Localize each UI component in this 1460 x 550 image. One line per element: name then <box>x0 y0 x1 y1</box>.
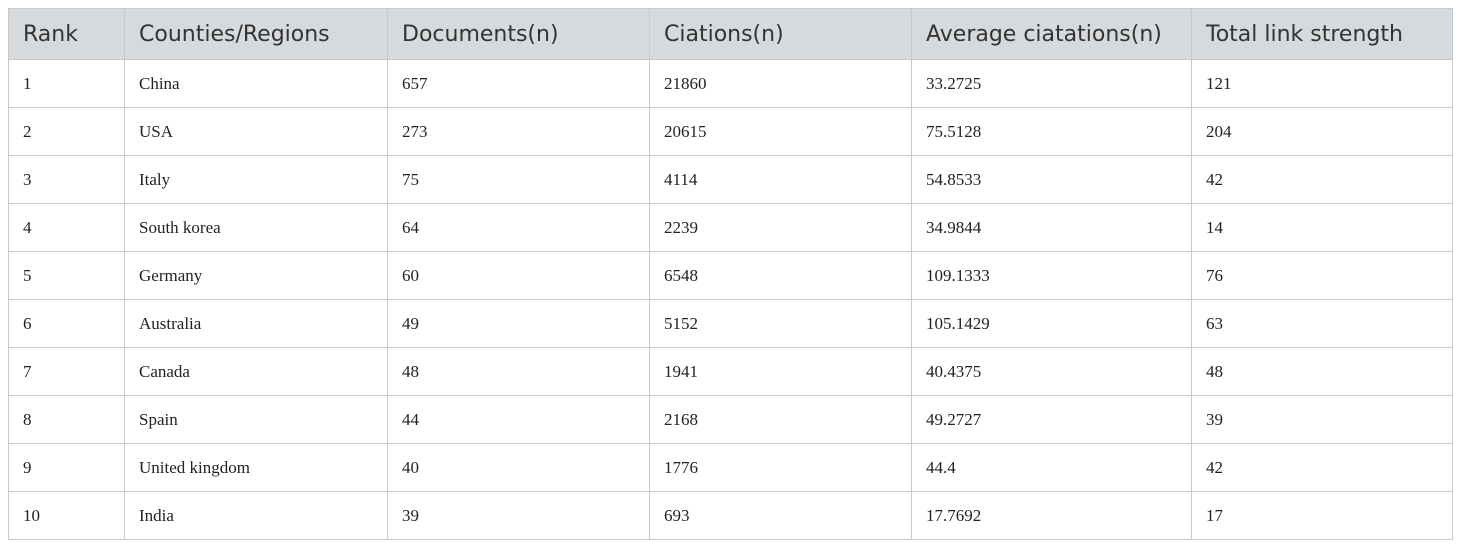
table-cell: 49 <box>387 299 650 348</box>
table-row: 3 Italy 75 4114 54.8533 42 <box>8 155 1453 204</box>
table-cell: 39 <box>1191 395 1453 444</box>
header-row: Rank Counties/Regions Documents(n) Ciations… <box>8 8 1453 60</box>
table-cell: 54.8533 <box>911 155 1192 204</box>
table-cell: 6 <box>8 299 125 348</box>
table-cell: 33.2725 <box>911 59 1192 108</box>
table-cell: 1776 <box>649 443 912 492</box>
table-cell: 2239 <box>649 203 912 252</box>
table-cell: 6548 <box>649 251 912 300</box>
table-cell: 76 <box>1191 251 1453 300</box>
table-cell: 7 <box>8 347 125 396</box>
column-header: Ciations(n) <box>649 8 912 60</box>
column-header: Rank <box>8 8 125 60</box>
table-cell: 42 <box>1191 443 1453 492</box>
table-cell: 40 <box>387 443 650 492</box>
table-cell: 121 <box>1191 59 1453 108</box>
column-header: Counties/Regions <box>124 8 388 60</box>
table-cell: 10 <box>8 491 125 540</box>
table-cell: 17.7692 <box>911 491 1192 540</box>
table-cell: 21860 <box>649 59 912 108</box>
table-cell: Germany <box>124 251 388 300</box>
table-row: 9 United kingdom 40 1776 44.4 42 <box>8 443 1453 492</box>
table-row: 6 Australia 49 5152 105.1429 63 <box>8 299 1453 348</box>
table-cell: Australia <box>124 299 388 348</box>
table-cell: 63 <box>1191 299 1453 348</box>
table-cell: 34.9844 <box>911 203 1192 252</box>
table: Rank Counties/Regions Documents(n) Ciations… <box>8 8 1453 540</box>
table-cell: 75.5128 <box>911 107 1192 156</box>
table-cell: 1 <box>8 59 125 108</box>
table-cell: 3 <box>8 155 125 204</box>
table-cell: 1941 <box>649 347 912 396</box>
table-cell: 8 <box>8 395 125 444</box>
column-header: Documents(n) <box>387 8 650 60</box>
table-cell: 14 <box>1191 203 1453 252</box>
table-cell: 44.4 <box>911 443 1192 492</box>
table-body: 1 China 657 21860 33.2725 121 2 USA 273 20615 75.5… <box>8 59 1453 540</box>
column-header: Total link strength <box>1191 8 1453 60</box>
table-cell: 42 <box>1191 155 1453 204</box>
table-cell: Italy <box>124 155 388 204</box>
table-cell: 5152 <box>649 299 912 348</box>
table-cell: 693 <box>649 491 912 540</box>
table-cell: Spain <box>124 395 388 444</box>
table-cell: 2168 <box>649 395 912 444</box>
table-cell: 40.4375 <box>911 347 1192 396</box>
table-cell: 5 <box>8 251 125 300</box>
table-cell: Canada <box>124 347 388 396</box>
table-cell: 44 <box>387 395 650 444</box>
table-row: 4 South korea 64 2239 34.9844 14 <box>8 203 1453 252</box>
table-cell: 4 <box>8 203 125 252</box>
table-cell: USA <box>124 107 388 156</box>
table-cell: 39 <box>387 491 650 540</box>
table-row: 2 USA 273 20615 75.5128 204 <box>8 107 1453 156</box>
table-cell: South korea <box>124 203 388 252</box>
table-row: 8 Spain 44 2168 49.2727 39 <box>8 395 1453 444</box>
table-row: 5 Germany 60 6548 109.1333 76 <box>8 251 1453 300</box>
table-cell: 48 <box>1191 347 1453 396</box>
table-cell: 64 <box>387 203 650 252</box>
table-row: 7 Canada 48 1941 40.4375 48 <box>8 347 1453 396</box>
column-header: Average ciatations(n) <box>911 8 1192 60</box>
table-cell: 48 <box>387 347 650 396</box>
table-cell: China <box>124 59 388 108</box>
table-row: 10 India 39 693 17.7692 17 <box>8 491 1453 540</box>
table-cell: 204 <box>1191 107 1453 156</box>
table-cell: United kingdom <box>124 443 388 492</box>
table-cell: 49.2727 <box>911 395 1192 444</box>
table-cell: 657 <box>387 59 650 108</box>
table-cell: India <box>124 491 388 540</box>
table-row: 1 China 657 21860 33.2725 121 <box>8 59 1453 108</box>
table-cell: 4114 <box>649 155 912 204</box>
table-container: Rank Counties/Regions Documents(n) Ciations… <box>8 8 1453 540</box>
table-cell: 2 <box>8 107 125 156</box>
table-cell: 273 <box>387 107 650 156</box>
table-cell: 9 <box>8 443 125 492</box>
table-cell: 75 <box>387 155 650 204</box>
table-cell: 109.1333 <box>911 251 1192 300</box>
table-cell: 20615 <box>649 107 912 156</box>
table-cell: 60 <box>387 251 650 300</box>
table-cell: 17 <box>1191 491 1453 540</box>
table-cell: 105.1429 <box>911 299 1192 348</box>
